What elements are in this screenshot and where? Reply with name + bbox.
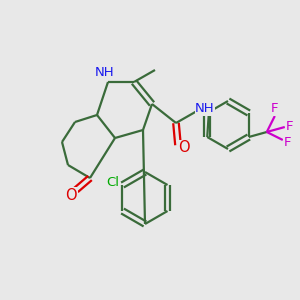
Text: O: O xyxy=(178,140,190,155)
Text: F: F xyxy=(284,136,292,148)
Text: NH: NH xyxy=(95,65,115,79)
Text: NH: NH xyxy=(195,103,215,116)
Text: F: F xyxy=(286,121,293,134)
Text: O: O xyxy=(65,188,77,202)
Text: F: F xyxy=(271,103,278,116)
Text: Cl: Cl xyxy=(106,176,119,190)
